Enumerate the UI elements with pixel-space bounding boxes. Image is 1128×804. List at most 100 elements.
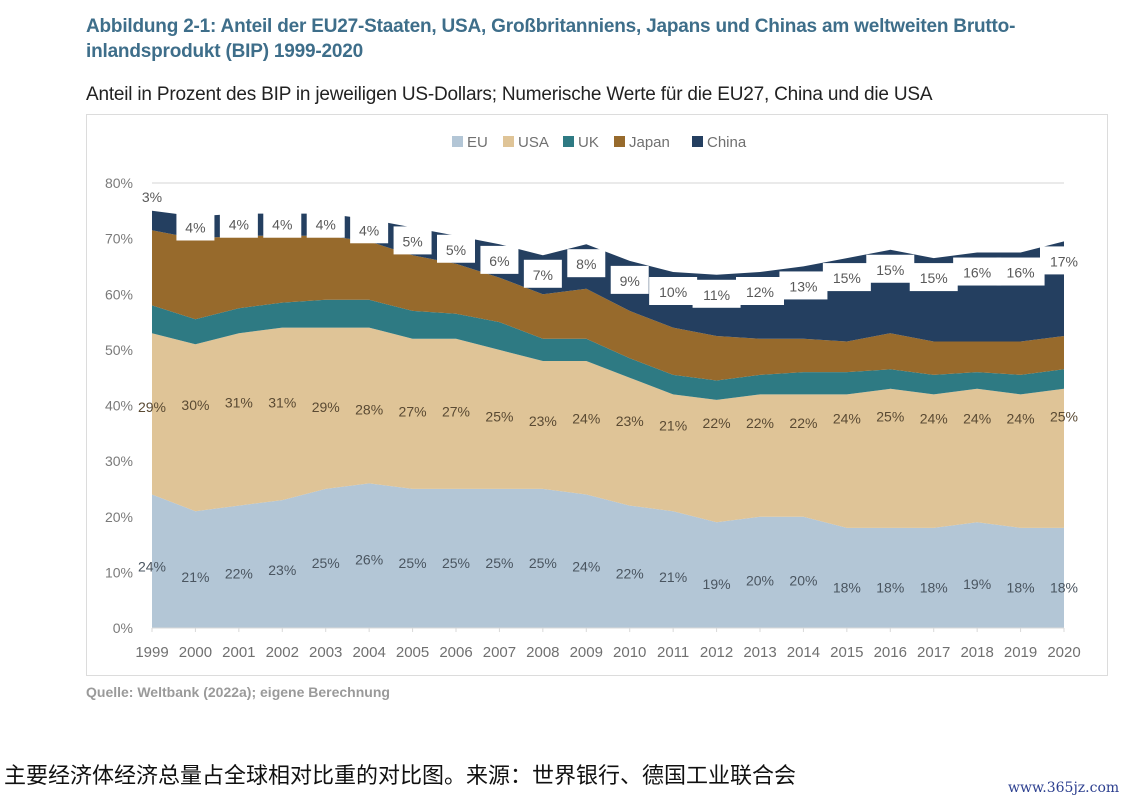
data-label-usa: 24%	[833, 411, 861, 427]
data-label-usa: 29%	[138, 399, 166, 415]
legend-label-japan: Japan	[629, 134, 670, 151]
data-label-usa: 31%	[225, 395, 253, 411]
data-label-usa: 23%	[529, 413, 557, 429]
data-label-china: 4%	[229, 217, 249, 233]
data-label-china: 3%	[142, 189, 162, 205]
china-label-boxes	[176, 209, 1088, 308]
figure-subtitle: Anteil in Prozent des BIP in jeweiligen …	[86, 84, 933, 105]
china-label-box	[567, 249, 606, 278]
data-label-usa: 30%	[181, 397, 209, 413]
area-eu	[152, 483, 1064, 628]
x-tick-label: 1999	[135, 644, 168, 661]
data-label-china: 15%	[876, 262, 904, 278]
data-label-usa: 25%	[876, 408, 904, 424]
data-label-china: 10%	[659, 284, 687, 300]
china-label-box	[1040, 246, 1088, 275]
area-japan	[152, 230, 1064, 381]
data-label-eu: 22%	[616, 565, 644, 581]
legend-swatch-japan	[614, 136, 625, 147]
x-tick-label: 2000	[179, 644, 212, 661]
x-tick-label: 2013	[743, 644, 776, 661]
legend-label-eu: EU	[467, 134, 488, 151]
data-label-eu: 18%	[1007, 579, 1035, 595]
x-tick-label: 2020	[1047, 644, 1080, 661]
legend-swatch-china	[692, 136, 703, 147]
china-label-box	[953, 257, 1002, 286]
data-label-china: 12%	[746, 284, 774, 300]
x-tick-label: 2004	[352, 644, 385, 661]
data-label-eu: 24%	[572, 558, 600, 574]
y-tick-label: 40%	[105, 398, 133, 414]
data-label-usa: 31%	[268, 395, 296, 411]
data-label-eu: 18%	[876, 579, 904, 595]
data-label-eu: 25%	[312, 555, 340, 571]
data-label-china: 4%	[272, 217, 292, 233]
data-label-usa: 23%	[616, 413, 644, 429]
data-label-usa: 25%	[1050, 408, 1078, 424]
x-tick-label: 2017	[917, 644, 950, 661]
data-label-eu: 24%	[138, 558, 166, 574]
data-label-usa: 24%	[963, 411, 991, 427]
data-label-china: 8%	[576, 256, 596, 272]
x-tick-label: 2006	[439, 644, 472, 661]
x-tick-label: 2010	[613, 644, 646, 661]
data-label-eu: 26%	[355, 551, 383, 567]
legend-label-uk: UK	[578, 134, 599, 151]
legend-label-china: China	[707, 134, 747, 151]
data-label-usa: 22%	[789, 415, 817, 431]
legend-label-usa: USA	[518, 134, 549, 151]
data-label-china: 16%	[1007, 265, 1035, 281]
legend: EU USA UK Japan China	[452, 134, 747, 151]
data-label-eu: 25%	[399, 555, 427, 571]
source-note: Quelle: Weltbank (2022a); eigene Berechn…	[86, 684, 390, 700]
data-label-usa: 24%	[920, 411, 948, 427]
x-tick-label: 2018	[960, 644, 993, 661]
data-label-usa: 21%	[659, 418, 687, 434]
x-tick-label: 2014	[787, 644, 820, 661]
data-label-china: 13%	[789, 278, 817, 294]
china-label-box	[393, 226, 432, 255]
china-label-box	[219, 209, 258, 238]
data-label-usa: 25%	[485, 408, 513, 424]
china-label-box	[736, 277, 784, 305]
x-tick-label: 2003	[309, 644, 342, 661]
watermark: www.365jz.com	[1008, 780, 1120, 796]
area-uk	[152, 299, 1064, 400]
data-label-eu: 23%	[268, 562, 296, 578]
data-label-usa: 27%	[399, 404, 427, 420]
china-label-box	[822, 263, 871, 292]
data-label-eu: 21%	[181, 569, 209, 585]
image-caption: 主要经济体经济总量占全球相对比重的对比图。来源：世界银行、德国工业联合会	[4, 764, 797, 789]
data-label-usa: 28%	[355, 401, 383, 417]
y-tick-label: 30%	[105, 453, 133, 469]
data-label-china: 6%	[489, 253, 509, 269]
data-labels: 3% 4% 4% 4% 4% 4% 5% 5% 6% 7% 8% 9% 10% 11% 12% 13% 15% 1…	[138, 189, 1078, 596]
x-tick-label: 2009	[570, 644, 603, 661]
data-label-eu: 18%	[833, 579, 861, 595]
data-label-usa: 27%	[442, 404, 470, 420]
data-label-china: 9%	[620, 273, 640, 289]
data-label-eu: 18%	[1050, 579, 1078, 595]
x-tick-label: 2002	[266, 644, 299, 661]
figure-title: Abbildung 2-1: Anteil der EU27-Staaten, …	[86, 16, 1016, 62]
legend-swatch-uk	[563, 136, 574, 147]
data-label-usa: 29%	[312, 399, 340, 415]
x-tick-label: 2019	[1004, 644, 1037, 661]
x-tick-label: 2011	[657, 644, 689, 661]
data-label-china: 5%	[446, 242, 466, 258]
china-label-box	[480, 245, 519, 274]
y-axis: 0% 10% 20% 30% 40% 50% 60% 70% 80%	[105, 175, 133, 636]
data-label-eu: 25%	[529, 555, 557, 571]
china-label-box	[350, 215, 389, 244]
x-tick-label: 2005	[396, 644, 429, 661]
y-tick-label: 50%	[105, 342, 133, 358]
data-label-eu: 19%	[703, 576, 731, 592]
china-label-box	[306, 209, 345, 238]
data-label-eu: 19%	[963, 576, 991, 592]
china-label-box	[610, 265, 649, 294]
x-tick-label: 2008	[526, 644, 559, 661]
china-label-box	[649, 277, 698, 305]
legend-swatch-usa	[503, 136, 514, 147]
area-series	[152, 210, 1064, 628]
